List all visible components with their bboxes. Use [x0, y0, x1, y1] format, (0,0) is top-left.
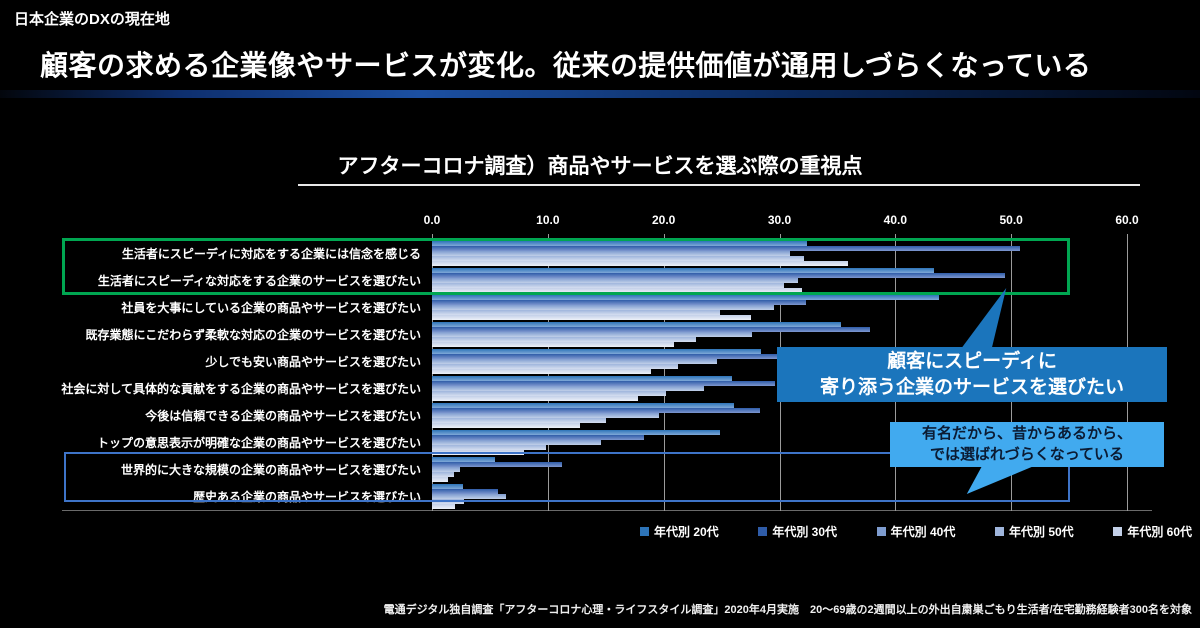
legend-label: 年代別 20代 [654, 525, 719, 539]
legend-label: 年代別 30代 [772, 525, 838, 539]
legend-swatch-icon [1113, 527, 1123, 536]
legend-label: 年代別 60代 [1127, 525, 1192, 539]
x-tick-label: 50.0 [999, 213, 1023, 227]
bar [432, 256, 804, 261]
x-axis-line [62, 510, 1152, 511]
legend-swatch-icon [758, 527, 768, 536]
legend-item: 年代別 50代 [994, 523, 1074, 540]
bar [432, 251, 790, 256]
legend-swatch-icon [640, 527, 649, 536]
bar [432, 376, 732, 381]
chart-title-underline [298, 184, 1140, 186]
bar [432, 489, 499, 494]
bar [432, 386, 705, 391]
category-label: 少しでも安い商品やサービスを選びたい [205, 355, 421, 369]
legend-item: 年代別 30代 [758, 523, 837, 540]
x-tick-label: 20.0 [651, 213, 676, 227]
bar [432, 440, 602, 445]
callout-speedy: 顧客にスピーディに 寄り添う企業のサービスを選びたい [777, 347, 1167, 402]
legend-swatch-icon [876, 527, 886, 536]
bar [432, 315, 751, 320]
category-label: 生活者にスピーディな対応をする企業のサービスを選びたい [97, 274, 421, 288]
x-tick-label: 10.0 [536, 213, 560, 227]
category-label: 既存業態にこだわらず柔軟な対応の企業のサービスを選びたい [85, 328, 421, 342]
bar [432, 494, 507, 499]
x-tick-label: 30.0 [767, 213, 792, 227]
bar [432, 435, 644, 440]
highlight-box-green [62, 238, 1070, 295]
category-label: 世界的に大きな規模の企業の商品やサービスを選びたい [120, 463, 421, 477]
bar [432, 484, 464, 489]
bar [432, 430, 721, 435]
legend-item: 年代別 20代 [640, 523, 719, 540]
bar [432, 349, 761, 354]
bar [432, 322, 841, 327]
bar [432, 418, 606, 423]
bar [432, 457, 495, 462]
bar [432, 396, 639, 401]
gridline [663, 234, 665, 511]
bar [432, 273, 1006, 278]
callout-famous: 有名だから、昔からあるから、 では選ばれづらくなっている [890, 422, 1164, 467]
bar [432, 364, 678, 369]
bar [432, 310, 721, 315]
header-divider [0, 90, 1200, 98]
bar [432, 477, 449, 482]
bar [432, 337, 697, 342]
bar [432, 342, 675, 347]
highlight-box-blue [64, 452, 1070, 502]
bar [432, 472, 454, 477]
legend-swatch-icon [994, 527, 1004, 536]
chart-title: アフターコロナ調査）商品やサービスを選ぶ際の重視点 [337, 155, 863, 178]
category-label: 生活者にスピーディに対応をする企業には信念を感じる [121, 247, 421, 261]
bar [432, 408, 760, 413]
category-label: 社会に対して具体的な貢献をする企業の商品やサービスを選びたい [61, 382, 421, 396]
bar [432, 327, 870, 332]
bar [432, 504, 456, 509]
bar [432, 332, 752, 337]
eyebrow-label: 日本企業のDXの現在地 [14, 11, 170, 28]
bar [432, 246, 1021, 251]
bar [432, 283, 785, 288]
bar [432, 413, 660, 418]
bar [432, 288, 802, 293]
bar [432, 241, 808, 246]
bar [432, 300, 807, 305]
bar [432, 462, 562, 467]
bar [432, 391, 666, 396]
bar [432, 369, 651, 374]
footer-note: 電通デジタル独自調査「アフターコロナ心理・ライフスタイル調査」2020年4月実施… [383, 604, 1192, 616]
bar [432, 278, 799, 283]
legend-item: 年代別 60代 [1113, 523, 1192, 540]
legend-item: 年代別 40代 [876, 523, 956, 540]
callout-line: では選ばれづらくなっている [930, 445, 1124, 463]
category-label: トップの意思表示が明確な企業の商品やサービスを選びたい [96, 436, 421, 450]
x-tick-label: 0.0 [423, 213, 441, 227]
bar [432, 445, 546, 450]
bar [432, 423, 581, 428]
bar [432, 467, 460, 472]
bar [432, 359, 717, 364]
bar [432, 354, 839, 359]
x-tick-label: 60.0 [1115, 213, 1139, 227]
slide-title: 顧客の求める企業像やサービスが変化。従来の提供価値が通用しづらくなっている [40, 50, 1092, 81]
category-label: 今後は信頼できる企業の商品やサービスを選びたい [145, 409, 421, 423]
bar [432, 403, 735, 408]
callout-line: 寄り添う企業のサービスを選びたい [819, 376, 1124, 398]
category-label: 社員を大事にしている企業の商品やサービスを選びたい [121, 301, 421, 315]
legend-label: 年代別 50代 [1008, 525, 1074, 539]
x-tick-label: 40.0 [883, 213, 907, 227]
callout-line: 顧客にスピーディに [887, 350, 1057, 372]
bar [432, 305, 774, 310]
bar [432, 381, 775, 386]
bar [432, 268, 934, 273]
bar [432, 295, 940, 300]
callout-line: 有名だから、昔からあるから、 [921, 425, 1132, 443]
legend-label: 年代別 40代 [890, 525, 956, 539]
bar [432, 261, 848, 266]
legend: 年代別 20代 年代別 30代 年代別 40代 年代別 50代 年代別 60代 [640, 523, 1192, 540]
